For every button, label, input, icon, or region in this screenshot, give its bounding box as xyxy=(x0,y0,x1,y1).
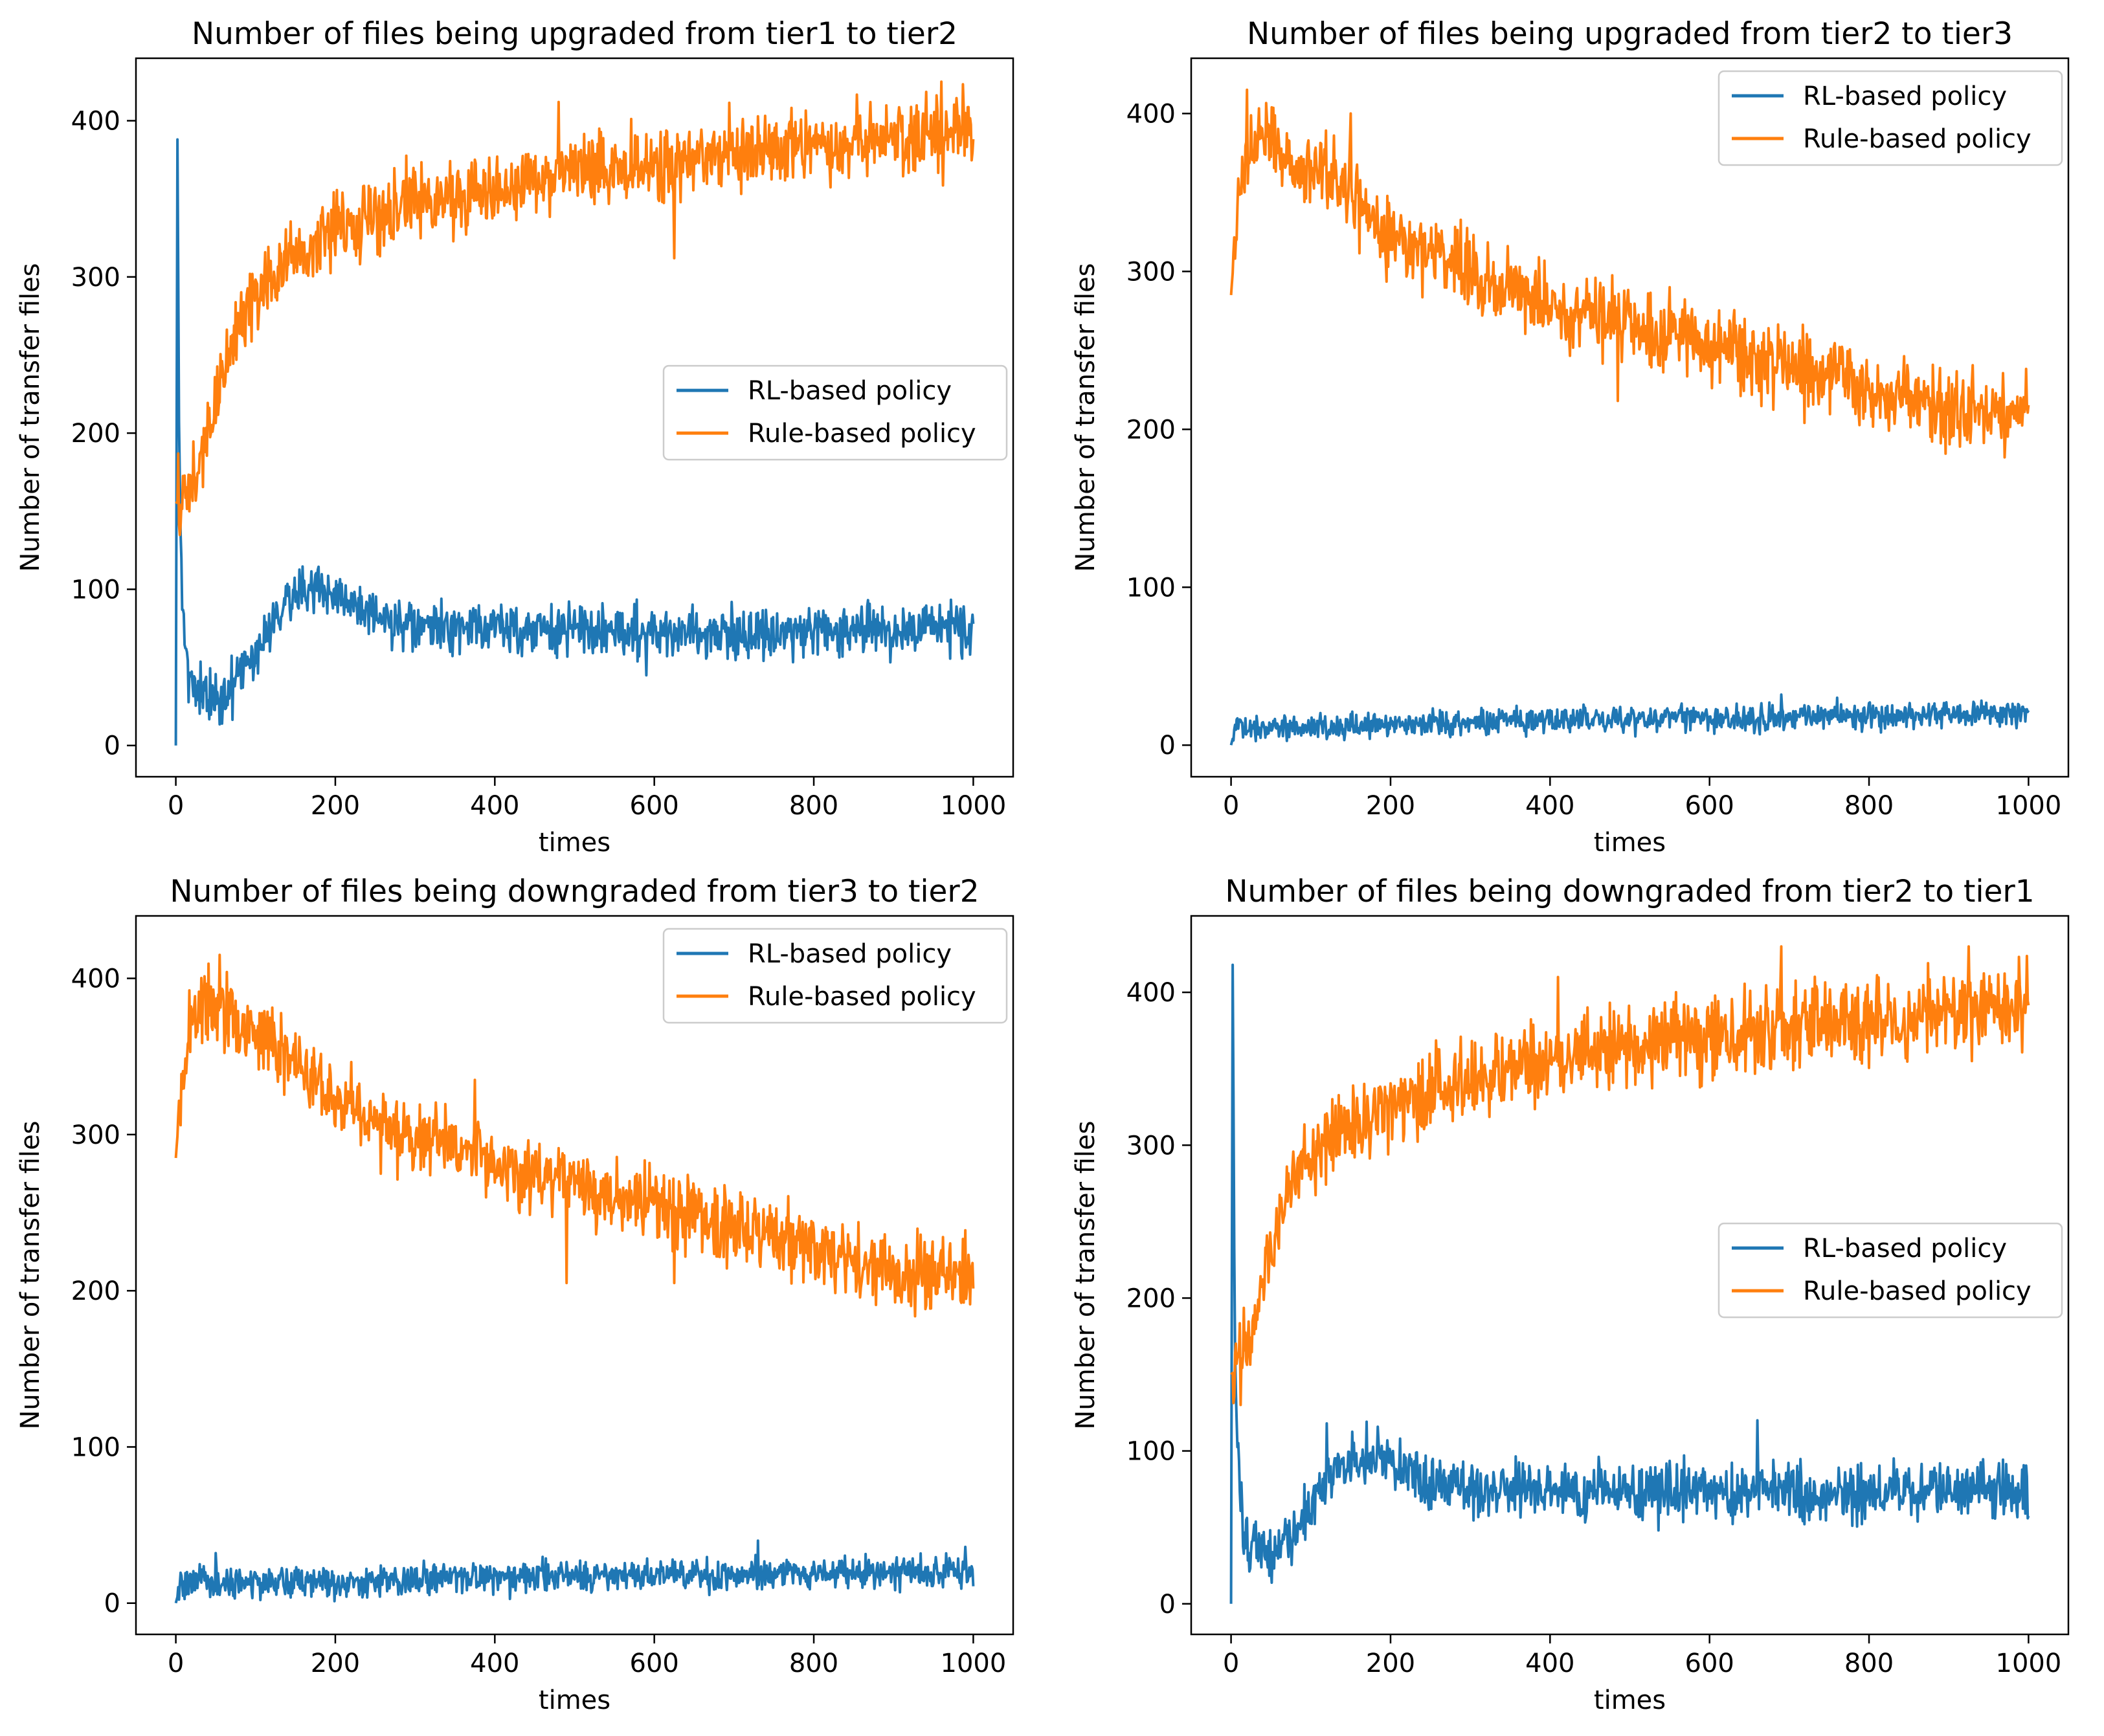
x-tick-label: 600 xyxy=(630,791,679,821)
y-tick-label: 200 xyxy=(71,419,120,449)
series-line-rl xyxy=(1229,963,2030,1604)
legend-label-rule: Rule-based policy xyxy=(748,982,976,1012)
legend-box xyxy=(1718,1222,2063,1319)
x-tick-label: 400 xyxy=(1525,791,1574,821)
y-tick-label: 100 xyxy=(71,1432,120,1462)
y-tick-label: 0 xyxy=(1159,731,1176,761)
x-tick-label: 400 xyxy=(1525,1649,1574,1678)
legend-label-rl: RL-based policy xyxy=(748,939,952,969)
x-axis-label: times xyxy=(1594,1686,1666,1715)
series-line-rule xyxy=(175,80,975,537)
chart-title: Number of files being upgraded from tier… xyxy=(192,16,957,52)
x-tick-label: 600 xyxy=(1685,1649,1734,1678)
y-tick-label: 300 xyxy=(71,1120,120,1150)
y-tick-label: 300 xyxy=(1126,1131,1176,1161)
series-line-rl xyxy=(174,1539,975,1604)
chart-4: 0 200 400 600 800 1000 0 100 200 300 400 Number of … xyxy=(1071,874,2070,1715)
x-tick-label: 0 xyxy=(168,1649,184,1678)
chart-1: 0 200 400 600 800 1000 0 100 200 300 400 Number of … xyxy=(16,16,1014,858)
legend-label-rl: RL-based policy xyxy=(1803,82,2007,111)
chart-2: 0 200 400 600 800 1000 0 100 200 300 400 Number of … xyxy=(1071,16,2070,858)
y-tick-label: 100 xyxy=(1126,573,1176,603)
x-tick-label: 0 xyxy=(1223,1649,1239,1678)
x-tick-label: 1000 xyxy=(941,1649,1007,1678)
y-tick-label: 400 xyxy=(71,107,120,137)
x-tick-label: 1000 xyxy=(1996,791,2062,821)
y-tick-label: 0 xyxy=(104,731,120,761)
series-line-rl xyxy=(174,138,975,746)
y-tick-label: 300 xyxy=(71,263,120,293)
legend-label-rl: RL-based policy xyxy=(1803,1234,2007,1263)
x-tick-label: 0 xyxy=(1223,791,1239,821)
chart-title: Number of files being downgraded from ti… xyxy=(1225,874,2034,909)
series-line-rule xyxy=(1229,88,2030,459)
x-tick-label: 200 xyxy=(311,791,360,821)
axes-frame xyxy=(1190,915,2070,1636)
x-tick-label: 400 xyxy=(470,1649,519,1678)
x-tick-label: 0 xyxy=(168,791,184,821)
chart-title: Number of files being downgraded from ti… xyxy=(170,874,979,909)
chart-title: Number of files being upgraded from tier… xyxy=(1247,16,2013,52)
y-axis-label: Number of transfer files xyxy=(1071,1120,1101,1429)
legend-label-rl: RL-based policy xyxy=(748,376,952,406)
legend-box xyxy=(1718,70,2063,166)
legend: RL-based policy Rule-based policy xyxy=(1718,70,2063,166)
x-tick-label: 600 xyxy=(630,1649,679,1678)
legend-label-rule: Rule-based policy xyxy=(1803,124,2031,154)
chart-3: 0 200 400 600 800 1000 0 100 200 300 400 Number of … xyxy=(16,874,1014,1715)
y-tick-label: 0 xyxy=(1159,1590,1176,1619)
x-tick-label: 1000 xyxy=(941,791,1007,821)
legend-label-rule: Rule-based policy xyxy=(1803,1276,2031,1306)
legend-box xyxy=(662,364,1008,461)
y-tick-label: 100 xyxy=(1126,1437,1176,1467)
y-tick-label: 400 xyxy=(71,964,120,994)
x-tick-label: 400 xyxy=(470,791,519,821)
x-tick-label: 800 xyxy=(1844,791,1894,821)
y-axis-label: Number of transfer files xyxy=(16,1120,45,1429)
x-tick-label: 1000 xyxy=(1996,1649,2062,1678)
legend: RL-based policy Rule-based policy xyxy=(662,928,1008,1024)
x-axis-label: times xyxy=(1594,828,1666,858)
x-tick-label: 800 xyxy=(1844,1649,1894,1678)
legend-box xyxy=(662,928,1008,1024)
x-tick-label: 600 xyxy=(1685,791,1734,821)
x-tick-label: 200 xyxy=(311,1649,360,1678)
y-tick-label: 200 xyxy=(1126,415,1176,445)
series-line-rl xyxy=(1229,693,2030,746)
y-axis-label: Number of transfer files xyxy=(16,263,45,572)
y-tick-label: 400 xyxy=(1126,99,1176,129)
x-tick-label: 200 xyxy=(1366,1649,1415,1678)
legend: RL-based policy Rule-based policy xyxy=(1718,1222,2063,1319)
axes-frame xyxy=(135,57,1014,778)
y-tick-label: 0 xyxy=(104,1589,120,1619)
x-tick-label: 800 xyxy=(789,791,838,821)
y-tick-label: 200 xyxy=(1126,1284,1176,1313)
y-tick-label: 400 xyxy=(1126,978,1176,1008)
legend: RL-based policy Rule-based policy xyxy=(662,364,1008,461)
axes-frame xyxy=(135,915,1014,1636)
x-axis-label: times xyxy=(539,828,610,858)
x-tick-label: 800 xyxy=(789,1649,838,1678)
y-tick-label: 200 xyxy=(71,1276,120,1306)
legend-label-rule: Rule-based policy xyxy=(748,419,976,449)
y-axis-label: Number of transfer files xyxy=(1071,263,1101,572)
y-tick-label: 100 xyxy=(71,575,120,605)
series-line-rule xyxy=(174,953,975,1318)
x-axis-label: times xyxy=(539,1686,610,1715)
x-tick-label: 200 xyxy=(1366,791,1415,821)
y-tick-label: 300 xyxy=(1126,257,1176,287)
axes-frame xyxy=(1190,57,2070,778)
series-line-rule xyxy=(1230,945,2030,1407)
